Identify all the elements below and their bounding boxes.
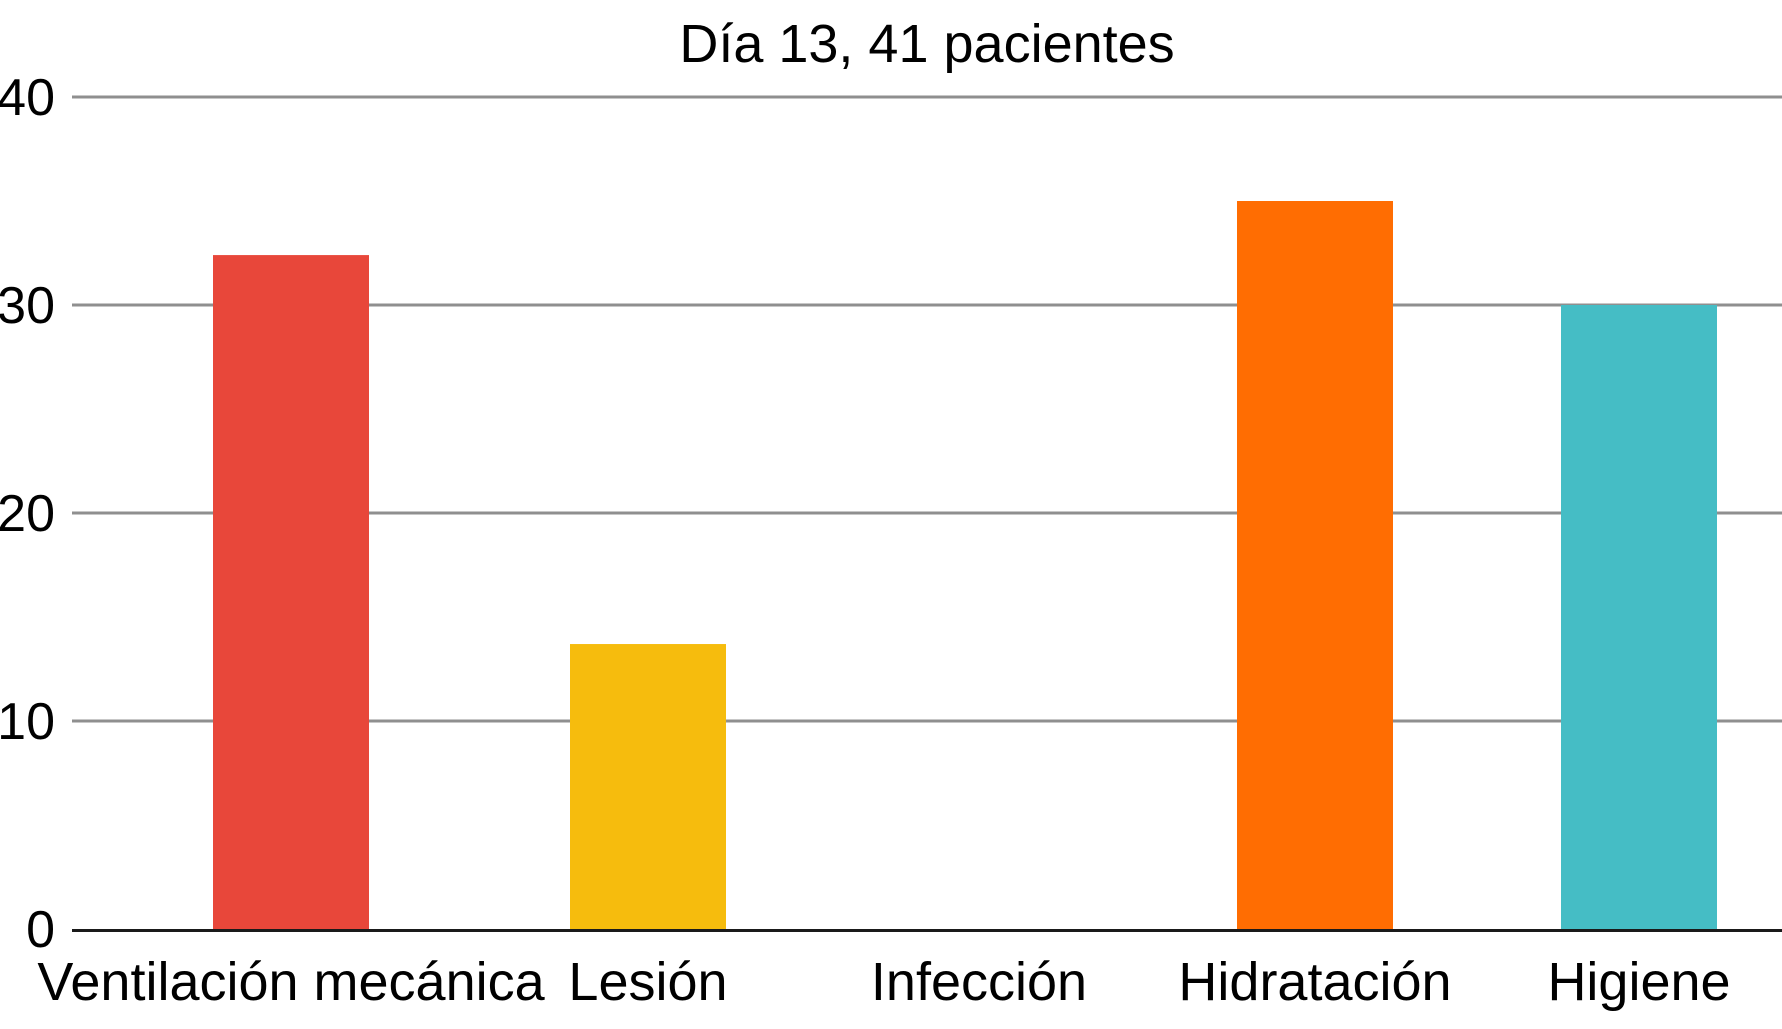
bars (213, 201, 1717, 929)
y-tick-label-40: 40 (0, 69, 55, 127)
x-category-label-5: Higiene (1547, 952, 1730, 1012)
bar-4 (1237, 201, 1393, 929)
y-axis-tick-labels: 0 10 20 30 40 (0, 69, 55, 959)
x-category-label-3: Infección (871, 952, 1087, 1012)
bar-5 (1561, 305, 1717, 929)
chart-title: Día 13, 41 pacientes (679, 14, 1174, 74)
x-category-label-2: Lesión (568, 952, 727, 1012)
x-category-label-4: Hidratación (1178, 952, 1451, 1012)
x-category-label-1: Ventilación mecánica (37, 952, 545, 1012)
y-tick-label-10: 10 (0, 693, 55, 751)
y-tick-label-0: 0 (26, 901, 55, 959)
y-tick-label-30: 30 (0, 277, 55, 335)
bar-1 (213, 255, 369, 929)
y-tick-label-20: 20 (0, 485, 55, 543)
x-axis-category-labels: Ventilación mecánica Lesión Infección Hidra… (37, 952, 1730, 1012)
bar-2 (570, 644, 726, 929)
